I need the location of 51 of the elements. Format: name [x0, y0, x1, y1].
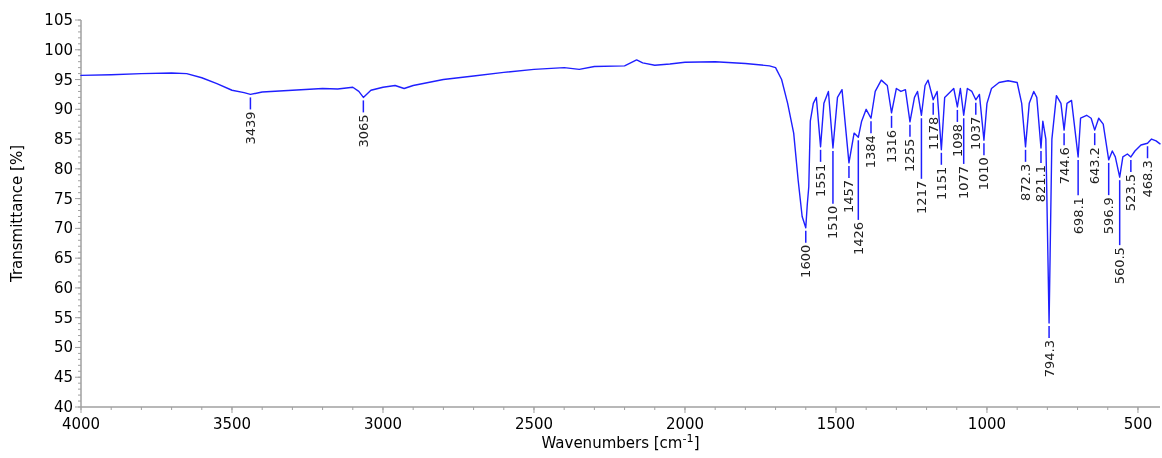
annotation: 821.1	[1033, 165, 1049, 203]
annotation: 560.5	[1112, 247, 1128, 285]
y-tick-label: 45	[53, 368, 73, 387]
annotation: 744.6	[1056, 147, 1072, 185]
annotation: 468.3	[1140, 160, 1156, 198]
y-tick-label: 100	[44, 40, 73, 59]
annotation: 3439	[242, 111, 258, 145]
annotation: 1077	[956, 165, 972, 200]
annotation: 1037	[968, 116, 984, 150]
annotation: 872.3	[1018, 163, 1034, 202]
annotation: 1510	[825, 205, 841, 239]
y-axis-title: Transmittance [%]	[8, 144, 26, 284]
annotation: 1217	[913, 180, 929, 214]
annotation: 1457	[841, 179, 857, 213]
y-tick-label: 65	[53, 249, 73, 268]
y-tick-label: 95	[53, 70, 73, 89]
annotation: 3065	[355, 114, 371, 148]
y-tick-label: 40	[53, 398, 73, 416]
annotation: 1178	[925, 116, 941, 150]
annotation: 523.5	[1123, 173, 1139, 212]
y-tick-label: 55	[53, 308, 73, 327]
x-tick-label: 3500	[212, 415, 252, 433]
annotation: 596.9	[1101, 197, 1117, 235]
y-tick-label: 90	[53, 100, 73, 119]
annotation: 794.3	[1041, 340, 1057, 378]
x-tick-label: 500	[1123, 415, 1153, 433]
x-tick-label: 3000	[363, 415, 403, 433]
y-tick-label: 75	[53, 189, 73, 208]
x-axis-title: Wavenumbers [cm$^{-1}$]	[541, 431, 700, 452]
annotation: 1384	[863, 135, 879, 169]
annotation: 1098	[949, 123, 965, 158]
x-tick-label: 1500	[816, 415, 856, 433]
annotation: 698.1	[1070, 197, 1086, 235]
annotation: 1151	[933, 166, 949, 200]
y-tick-label: 60	[53, 278, 73, 297]
annotation: 1600	[798, 244, 814, 278]
x-tick-label: 2500	[514, 415, 554, 433]
annotation: 1010	[976, 157, 992, 191]
annotation: 1426	[850, 221, 866, 255]
x-tick-label: 2000	[665, 415, 705, 433]
annotation: 1316	[884, 129, 900, 163]
annotation: 643.2	[1087, 147, 1103, 185]
y-tick-label: 80	[53, 159, 73, 178]
x-tick-label: 4000	[61, 415, 101, 433]
annotation: 1551	[813, 163, 829, 197]
y-tick-label: 50	[53, 338, 73, 357]
x-tick-label: 1000	[967, 415, 1007, 433]
annotation: 1255	[902, 138, 918, 172]
y-tick-label: 105	[44, 11, 73, 29]
y-tick-label: 85	[53, 130, 73, 149]
y-tick-label: 70	[53, 219, 73, 238]
